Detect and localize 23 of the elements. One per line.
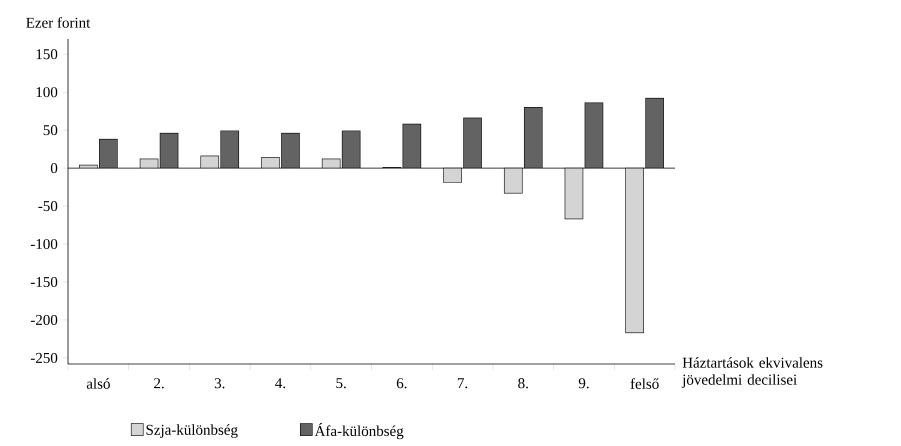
- x-tick-label: 6.: [396, 378, 406, 388]
- y-tick-label: -150: [30, 276, 58, 288]
- x-tick-label: 8.: [518, 378, 528, 388]
- y-axis-title: Ezer forint: [26, 17, 90, 28]
- x-tick-label: 7.: [458, 378, 468, 388]
- x-tick-label: alsó: [86, 378, 110, 389]
- x-tick-label: 5.: [336, 378, 346, 388]
- legend-label: Áfa-különbség: [314, 423, 404, 440]
- y-tick-label: 150: [36, 49, 58, 60]
- x-axis-title: Háztartások ekvivalens jövedelmi decilisei: [682, 357, 822, 388]
- x-tick-label: 3.: [214, 378, 224, 388]
- x-tick-label: 4.: [275, 378, 286, 388]
- y-tick-label: 0: [50, 163, 58, 174]
- y-tick-label: -200: [30, 314, 58, 325]
- y-tick-label: -50: [38, 200, 58, 212]
- x-tick-label: 9.: [578, 378, 589, 388]
- y-tick-label: 100: [36, 87, 58, 98]
- y-tick-label: -100: [30, 238, 58, 250]
- x-tick-label: 2.: [154, 378, 164, 388]
- y-tick-label: 50: [44, 125, 58, 136]
- legend-label: Szja-különbség: [146, 424, 238, 438]
- x-tick-label: felső: [630, 378, 659, 389]
- y-tick-label: -250: [30, 352, 58, 363]
